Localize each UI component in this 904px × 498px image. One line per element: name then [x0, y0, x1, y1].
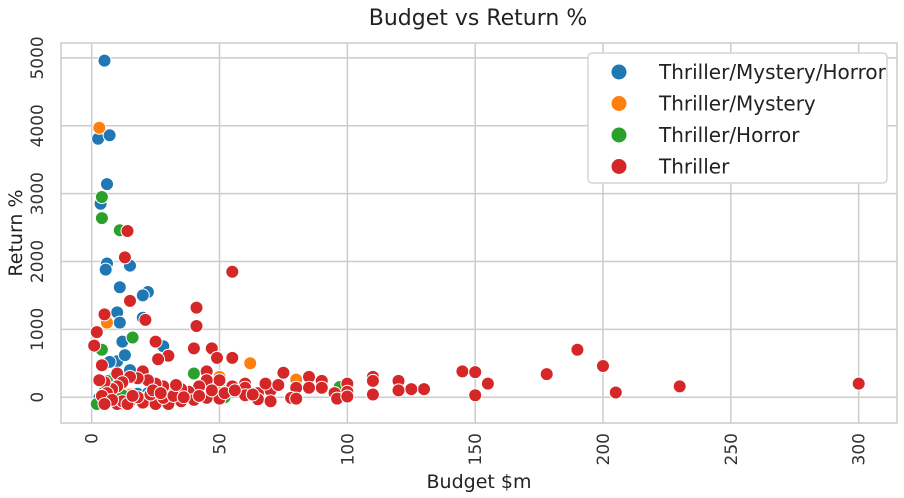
data-point — [125, 388, 140, 403]
x-tick-label: 0 — [83, 433, 103, 444]
y-tick-label: 5000 — [28, 36, 48, 79]
data-point — [89, 325, 104, 340]
data-point — [186, 366, 201, 381]
chart-title: Budget vs Return % — [369, 6, 588, 31]
data-point — [391, 383, 406, 398]
data-point — [94, 358, 109, 373]
data-point — [117, 348, 132, 363]
data-point — [97, 53, 112, 68]
data-point — [271, 378, 286, 392]
data-point — [608, 385, 623, 400]
data-point — [245, 387, 260, 402]
data-point — [120, 224, 135, 238]
data-point — [153, 386, 168, 401]
data-point — [851, 376, 866, 391]
data-point — [189, 300, 204, 315]
data-point — [189, 319, 204, 333]
legend-marker — [610, 95, 628, 112]
data-point — [98, 262, 113, 277]
data-point — [289, 391, 304, 406]
data-point — [92, 120, 107, 135]
data-point — [468, 388, 483, 403]
y-tick-label: 3000 — [28, 172, 48, 215]
data-point — [123, 293, 137, 308]
data-point — [258, 376, 273, 391]
x-tick-label: 250 — [722, 433, 742, 465]
data-point — [112, 280, 127, 295]
data-point — [404, 382, 419, 397]
data-point — [192, 388, 207, 403]
x-tick-label: 100 — [338, 433, 358, 465]
data-point — [125, 330, 140, 345]
legend-marker — [610, 158, 628, 175]
data-point — [117, 250, 132, 265]
data-point — [204, 383, 219, 398]
data-point — [138, 312, 153, 327]
data-point — [186, 341, 201, 356]
data-point — [169, 378, 183, 392]
data-point — [263, 394, 278, 409]
legend-marker — [610, 63, 628, 81]
data-point — [455, 364, 470, 379]
y-tick-label: 2000 — [28, 240, 48, 283]
y-axis-label: Return % — [5, 189, 27, 276]
data-point — [94, 190, 109, 204]
data-point — [135, 288, 150, 303]
x-tick-label: 300 — [850, 433, 870, 465]
data-point — [314, 380, 329, 395]
data-point — [112, 315, 127, 330]
data-point — [365, 373, 380, 388]
data-point — [102, 128, 117, 143]
series-group — [87, 224, 866, 411]
x-tick-label: 150 — [466, 433, 486, 465]
data-point — [243, 356, 258, 371]
data-point — [92, 373, 107, 388]
legend: Thriller/Mystery/Horror Thriller/Mystery T… — [587, 52, 888, 184]
y-tick-label: 1000 — [28, 308, 48, 351]
legend-label: Thriller/Mystery/Horror — [658, 60, 887, 84]
data-point — [276, 365, 291, 380]
data-point — [227, 383, 242, 398]
data-point — [596, 359, 610, 373]
x-tick-label: 200 — [594, 433, 614, 465]
data-point — [417, 382, 431, 397]
data-point — [176, 390, 191, 405]
data-point — [225, 350, 240, 365]
y-tick-label: 4000 — [28, 104, 48, 147]
data-point — [151, 352, 166, 367]
data-point — [340, 389, 355, 404]
data-point — [672, 379, 687, 394]
data-point — [97, 397, 112, 411]
data-point — [539, 367, 554, 382]
data-point — [100, 177, 114, 192]
data-point — [97, 307, 112, 322]
data-point — [570, 342, 585, 357]
legend-box — [587, 52, 888, 184]
data-point — [87, 338, 102, 353]
legend-label: Thriller — [658, 155, 730, 179]
data-points — [87, 53, 866, 411]
y-tick-labels: 0 1000 2000 3000 4000 5000 — [28, 36, 48, 402]
data-point — [148, 334, 163, 349]
data-point — [94, 211, 109, 226]
data-point — [210, 350, 224, 365]
legend-label: Thriller/Mystery — [658, 92, 816, 116]
data-point — [365, 387, 380, 402]
data-point — [302, 380, 316, 395]
legend-marker — [610, 126, 628, 144]
legend-label: Thriller/Horror — [658, 123, 800, 147]
x-tick-label: 50 — [211, 433, 231, 455]
y-tick-label: 0 — [28, 392, 48, 403]
x-axis-label: Budget $m — [427, 471, 532, 493]
x-tick-labels: 0 50 100 150 200 250 300 — [83, 433, 870, 465]
data-point — [225, 264, 240, 279]
data-point — [468, 365, 483, 380]
data-point — [480, 376, 495, 391]
